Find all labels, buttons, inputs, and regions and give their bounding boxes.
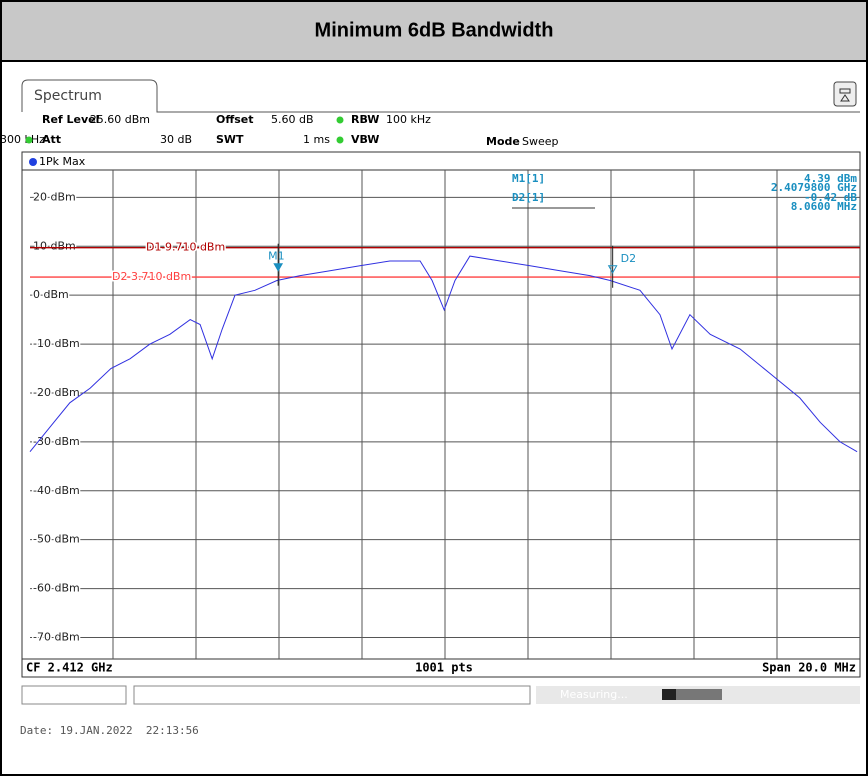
setting-label: Att	[42, 133, 61, 146]
status-box	[21, 685, 127, 705]
marker	[607, 265, 618, 274]
footer-label: CF 2.412 GHz	[26, 661, 113, 675]
display-line-label: D2 3.710 dBm	[112, 270, 191, 283]
y-tick-label: -10 dBm	[33, 337, 80, 350]
status-box	[133, 685, 531, 705]
marker-info: M1[1]	[512, 172, 545, 185]
marker-info: 2.4079800 GHz	[771, 181, 857, 194]
y-tick-label: -30 dBm	[33, 435, 80, 448]
marker-label: M1	[268, 250, 285, 263]
status: Measuring...	[560, 688, 628, 701]
setting-value: 300 kHz	[0, 133, 45, 146]
indicator	[25, 136, 33, 144]
setting-label: Offset	[216, 113, 254, 126]
marker	[273, 263, 284, 272]
indicator	[336, 116, 344, 124]
marker-info: D2[1]	[512, 191, 545, 204]
y-tick-label: -40 dBm	[33, 484, 80, 497]
y-tick-label: 20 dBm	[33, 190, 76, 203]
setting-label: VBW	[351, 133, 379, 146]
y-tick-label: 0 dBm	[33, 288, 69, 301]
marker-label: D2	[621, 252, 636, 265]
tab	[21, 79, 860, 113]
setting-value: 100 kHz	[386, 113, 431, 126]
display-line-label: D1 9.710 dBm	[146, 241, 225, 254]
progress	[662, 689, 722, 700]
setting-value: 30 dB	[160, 133, 192, 146]
plot-frame	[21, 151, 861, 678]
y-tick-label: -20 dBm	[33, 386, 80, 399]
setting-value: 25.60 dBm	[90, 113, 150, 126]
setting-label: Mode	[486, 135, 520, 148]
marker-info: -0.42 dB	[804, 191, 857, 204]
date: Date: 19.JAN.2022 22:13:56	[20, 724, 199, 737]
setting-label: RBW	[351, 113, 379, 126]
setting-label: SWT	[216, 133, 244, 146]
footer-label: 1001 pts	[415, 661, 473, 675]
setting-value: 1 ms	[303, 133, 330, 146]
trace-label: 1Pk Max	[39, 155, 86, 168]
marker-info: 8.0600 MHz	[791, 200, 857, 213]
trace-dot	[29, 158, 37, 166]
trace	[29, 255, 858, 453]
title: Minimum 6dB Bandwidth	[315, 19, 554, 41]
setting-value: 5.60 dB	[271, 113, 314, 126]
icon[interactable]	[833, 81, 857, 107]
icon-glyph	[839, 88, 851, 102]
marker-info: 4.39 dBm	[804, 172, 857, 185]
y-tick-label: -60 dBm	[33, 582, 80, 595]
y-tick-label: 10 dBm	[33, 239, 76, 252]
y-tick-label: -50 dBm	[33, 533, 80, 546]
indicator	[336, 136, 344, 144]
progress-fill	[662, 689, 676, 700]
tab-label: Spectrum	[34, 88, 102, 104]
setting-label: Ref Level	[42, 113, 99, 126]
footer-label: Span 20.0 MHz	[762, 661, 856, 675]
setting-value: Sweep	[522, 135, 559, 148]
y-tick-label: -70 dBm	[33, 630, 80, 643]
title-bar	[0, 0, 868, 62]
